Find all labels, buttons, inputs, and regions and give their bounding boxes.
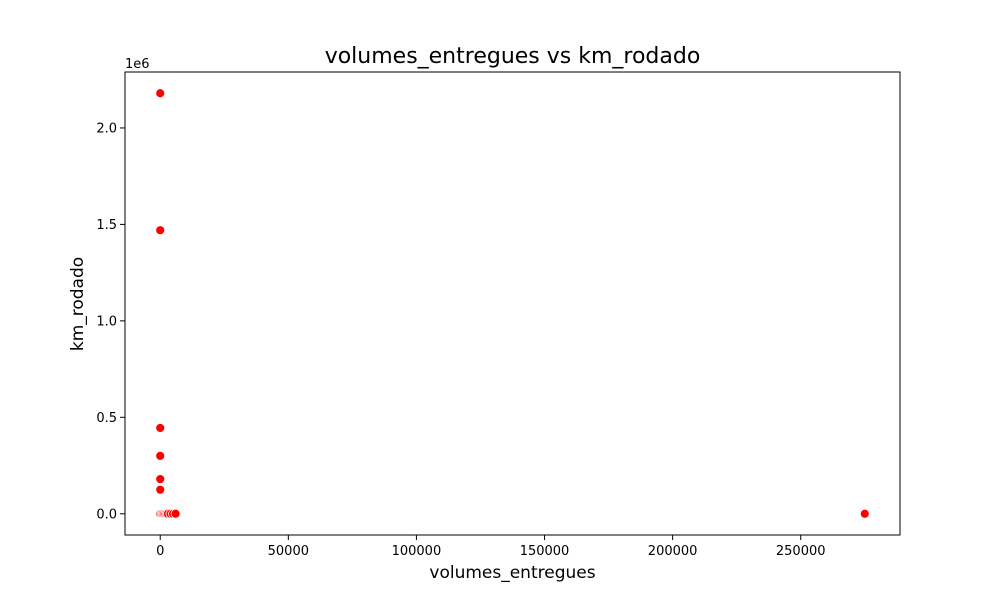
data-point [155,474,166,484]
x-tick-label: 200000 [648,544,698,559]
chart-title: volumes_entregues vs km_rodado [325,44,701,69]
data-point [155,225,166,236]
y-tick-label: 2.0 [96,121,117,136]
plot-area: 0 50000 100000 150000 200000 250000 0.0 0.5 1.0 1… [96,71,901,559]
y-tick-label: 0.0 [96,507,117,522]
data-point [859,508,870,519]
plot-frame [124,71,901,536]
y-tick-label: 1.5 [96,218,117,233]
data-point [155,423,166,433]
x-tick-label: 100000 [392,544,442,559]
x-axis-label: volumes_entregues [429,563,595,583]
data-point [155,88,166,99]
x-tick-label: 0 [156,544,164,559]
data-point [155,484,166,495]
data-point [170,508,181,519]
y-axis-label: km_rodado [68,257,88,351]
y-offset-label: 1e6 [125,57,150,72]
data-point [155,451,166,461]
y-tick-label: 1.0 [96,314,117,329]
x-tick-label: 150000 [520,544,570,559]
x-tick-label: 50000 [268,544,309,559]
x-tick-label: 250000 [776,544,826,559]
y-tick-label: 0.5 [96,411,117,426]
